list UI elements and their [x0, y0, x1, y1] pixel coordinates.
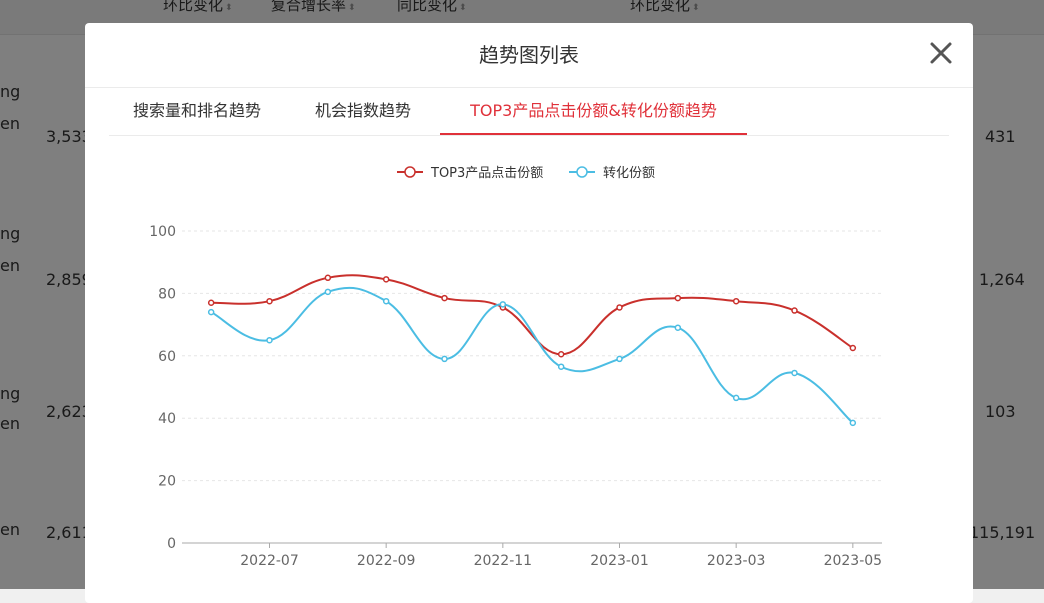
data-point — [732, 297, 740, 305]
data-point — [616, 304, 623, 311]
tab-opportunity-index[interactable]: 机会指数趋势 — [315, 101, 412, 120]
data-point — [674, 294, 682, 302]
data-point — [266, 336, 273, 344]
trend-chart-modal: 趋势图列表 搜索量和排名趋势 机会指数趋势 TOP3产品点击份额&转化份额趋势 … — [85, 23, 973, 603]
data-point — [849, 344, 857, 352]
data-point — [791, 369, 798, 377]
data-point — [616, 355, 623, 363]
data-point — [441, 355, 448, 363]
chart-legend: TOP3产品点击份额 转化份额 — [397, 166, 655, 181]
legend-marker — [404, 166, 416, 178]
data-point — [207, 308, 215, 316]
legend-marker — [576, 166, 588, 178]
data-point — [266, 297, 273, 305]
x-tick-label: 2022-07 — [240, 553, 299, 569]
y-tick-label: 0 — [167, 536, 176, 552]
x-tick-label: 2022-11 — [474, 553, 533, 569]
close-button[interactable] — [925, 37, 957, 69]
tab-search-volume-rank[interactable]: 搜索量和排名趋势 — [133, 101, 262, 120]
data-point — [324, 274, 332, 282]
y-tick-label: 40 — [158, 411, 176, 427]
y-tick-label: 80 — [158, 286, 176, 302]
data-point — [382, 276, 390, 283]
tab-click-conversion-share[interactable]: TOP3产品点击份额&转化份额趋势 — [440, 88, 747, 135]
data-point — [849, 419, 857, 427]
tab-bar: 搜索量和排名趋势 机会指数趋势 TOP3产品点击份额&转化份额趋势 — [109, 88, 949, 136]
y-tick-label: 100 — [149, 224, 176, 240]
legend-label: 转化份额 — [603, 166, 655, 181]
close-icon — [930, 42, 952, 64]
data-point — [732, 394, 740, 402]
data-point — [207, 299, 215, 307]
data-point — [791, 307, 798, 314]
chart-points — [207, 274, 857, 427]
data-point — [382, 297, 390, 305]
data-point — [557, 363, 565, 370]
chart-lines — [210, 274, 854, 424]
chart-axes: 0 20 40 60 80 100 2022-07 2022-09 2022-11 2023-01… — [149, 224, 882, 569]
x-tick-label: 2022-09 — [357, 553, 416, 569]
x-tick-label: 2023-05 — [824, 553, 883, 569]
y-tick-label: 20 — [158, 474, 176, 490]
legend-label: TOP3产品点击份额 — [430, 166, 543, 181]
data-point — [674, 324, 682, 331]
x-tick-label: 2023-03 — [707, 553, 766, 569]
line-chart: 0 20 40 60 80 100 2022-07 2022-09 2022-11 2023-01… — [149, 166, 882, 569]
data-point — [499, 301, 507, 308]
series-line-0 — [211, 274, 854, 356]
x-tick-label: 2023-01 — [590, 553, 649, 569]
chart-grid — [182, 230, 882, 482]
y-tick-label: 60 — [158, 349, 176, 365]
data-point — [324, 288, 332, 296]
modal-title: 趋势图列表 — [85, 23, 973, 88]
data-point — [441, 294, 448, 302]
data-point — [557, 350, 565, 358]
